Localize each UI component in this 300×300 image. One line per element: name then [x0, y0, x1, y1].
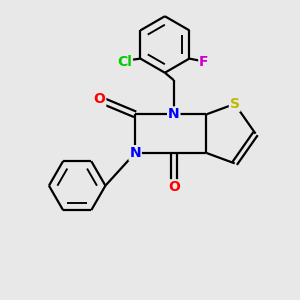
- Text: O: O: [168, 180, 180, 194]
- Text: F: F: [199, 55, 208, 69]
- Text: O: O: [94, 92, 105, 106]
- Text: S: S: [230, 97, 240, 111]
- Text: N: N: [168, 107, 180, 121]
- Text: N: N: [129, 146, 141, 160]
- Text: Cl: Cl: [118, 55, 132, 69]
